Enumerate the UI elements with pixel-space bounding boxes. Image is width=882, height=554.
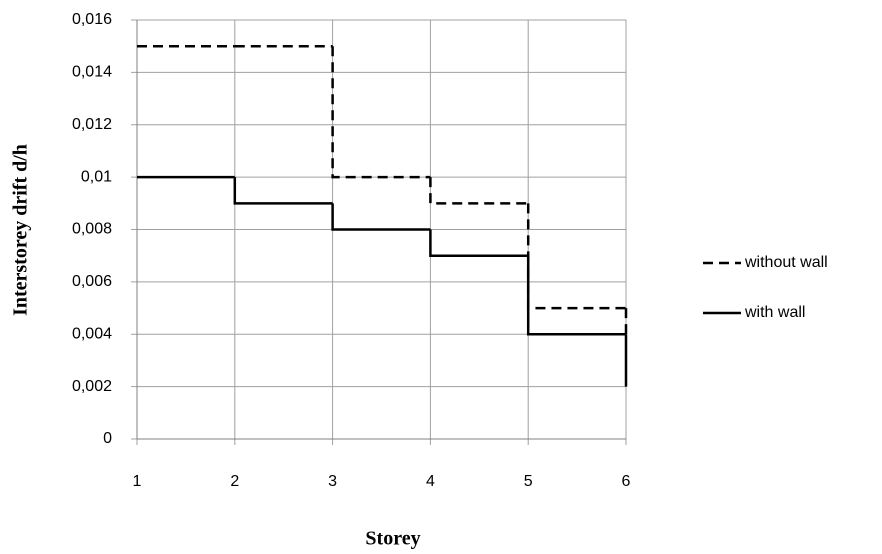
y-tick-label: 0,016: [72, 11, 112, 28]
y-tick-label: 0,012: [72, 116, 112, 133]
y-tick-label: 0,008: [72, 221, 112, 238]
step-segment: [526, 203, 626, 310]
step-segment: [429, 229, 529, 257]
y-tick-label: 0,014: [72, 64, 112, 81]
step-segment: [526, 255, 626, 336]
x-tick-label: 4: [426, 473, 435, 490]
y-tick-label: 0,002: [72, 378, 112, 395]
x-tick-label: 3: [328, 473, 337, 490]
legend-label: without wall: [744, 254, 828, 271]
x-tick-label: 2: [230, 473, 239, 490]
y-tick-label: 0,01: [81, 168, 112, 185]
y-tick-label: 0,006: [72, 273, 112, 290]
x-axis-title: Storey: [365, 528, 420, 550]
x-tick-label: 1: [133, 473, 142, 490]
x-tick-label: 5: [524, 473, 533, 490]
y-tick-label: 0: [103, 430, 112, 447]
y-tick-label: 0,004: [72, 325, 112, 342]
legend-label: with wall: [744, 304, 805, 321]
y-axis-title: Interstorey drift d/h: [10, 144, 32, 316]
step-segment: [233, 177, 333, 205]
step-segment: [429, 177, 529, 205]
x-tick-label: 6: [622, 473, 631, 490]
step-segment: [331, 203, 431, 231]
step-segment: [331, 46, 431, 179]
